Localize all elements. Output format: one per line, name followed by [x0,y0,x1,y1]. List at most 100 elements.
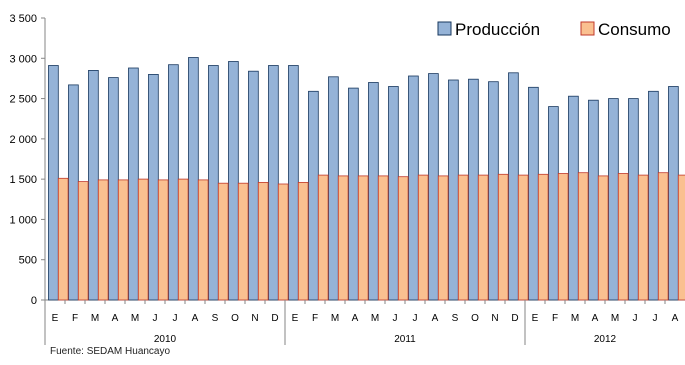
y-tick-label: 1 000 [9,214,37,226]
bar-produccion [88,70,99,301]
x-tick-label: J [633,313,638,324]
x-tick-label: J [153,313,158,324]
bar-produccion [168,64,179,301]
bar-produccion [648,90,659,301]
bar-consumo [237,182,249,301]
x-tick-label: A [672,313,679,324]
bar-produccion [48,65,59,301]
bar-produccion [408,75,419,301]
bar-consumo [197,179,209,301]
bar-consumo [77,181,89,301]
bar-produccion [108,77,119,301]
bar-produccion [368,82,379,301]
y-tick-label: 0 [31,295,37,307]
bar-consumo [117,179,129,301]
y-tick-label: 3 500 [9,13,37,25]
group-label: 2011 [394,334,416,345]
bar-produccion [228,61,239,301]
bar-consumo [617,173,629,301]
bar-produccion [128,67,139,301]
x-tick-label: J [413,313,418,324]
bar-consumo [297,181,309,301]
x-tick-label: M [571,313,579,324]
bar-consumo [357,175,369,301]
x-tick-label: J [653,313,658,324]
bar-consumo [517,174,529,301]
bar-produccion [428,73,439,301]
x-tick-label: N [251,313,258,324]
bar-consumo [497,173,509,301]
bar-consumo [477,174,489,301]
group-label: 2012 [594,334,617,345]
x-tick-label: A [192,313,199,324]
bar-consumo [337,175,349,301]
legend-label: Producción [455,20,540,39]
bar-produccion [388,86,399,301]
y-tick-label: 2 000 [9,134,37,146]
x-tick-label: F [552,313,558,324]
bar-produccion [308,90,319,301]
bar-consumo [317,174,329,301]
bar-consumo [377,175,389,301]
bar-consumo [217,182,229,301]
x-tick-label: N [491,313,498,324]
bar-produccion [568,95,579,301]
bar-produccion [348,87,359,301]
x-tick-label: E [532,313,539,324]
bar-produccion [548,106,559,301]
y-tick-label: 3 000 [9,53,37,65]
bar-produccion [188,57,199,301]
bar-produccion [148,74,159,301]
bar-produccion [448,79,459,301]
x-tick-label: O [231,313,239,324]
x-tick-label: E [292,313,299,324]
bar-produccion [268,65,279,301]
x-tick-label: F [312,313,318,324]
bar-produccion [608,98,619,301]
bar-consumo [597,175,609,301]
bar-consumo [137,178,149,301]
x-tick-label: M [371,313,379,324]
bar-consumo [437,175,449,301]
legend-label: Consumo [598,20,671,39]
bar-produccion [488,81,499,301]
x-tick-label: J [173,313,178,324]
bar-consumo [557,173,569,301]
group-label: 2010 [154,334,177,345]
x-tick-label: F [72,313,78,324]
bar-produccion [68,84,79,301]
bar-consumo [457,174,469,301]
bar-consumo [157,179,169,301]
y-tick-label: 2 500 [9,94,37,106]
x-tick-label: M [611,313,619,324]
legend-swatch [437,21,452,36]
x-tick-label: A [352,313,359,324]
x-tick-label: S [452,313,459,324]
bar-consumo [277,183,289,301]
bar-produccion [328,76,339,301]
x-tick-label: M [91,313,99,324]
x-tick-label: A [592,313,599,324]
bar-consumo [677,174,685,301]
bar-produccion [288,65,299,301]
bar-produccion [508,72,519,301]
x-tick-label: M [331,313,339,324]
bar-consumo [537,173,549,301]
bar-consumo [57,177,69,301]
bar-produccion [248,70,259,301]
bar-produccion [468,78,479,301]
x-tick-label: A [112,313,119,324]
bar-produccion [208,65,219,301]
bar-consumo [657,172,669,301]
bar-consumo [637,174,649,301]
source-note: Fuente: SEDAM Huancayo [50,346,171,357]
bar-consumo [397,176,409,301]
bar-consumo [177,178,189,301]
x-tick-label: O [471,313,479,324]
bar-consumo [417,174,429,301]
bar-consumo [257,181,269,301]
x-tick-label: D [511,313,518,324]
x-tick-label: M [131,313,139,324]
x-tick-label: D [271,313,278,324]
